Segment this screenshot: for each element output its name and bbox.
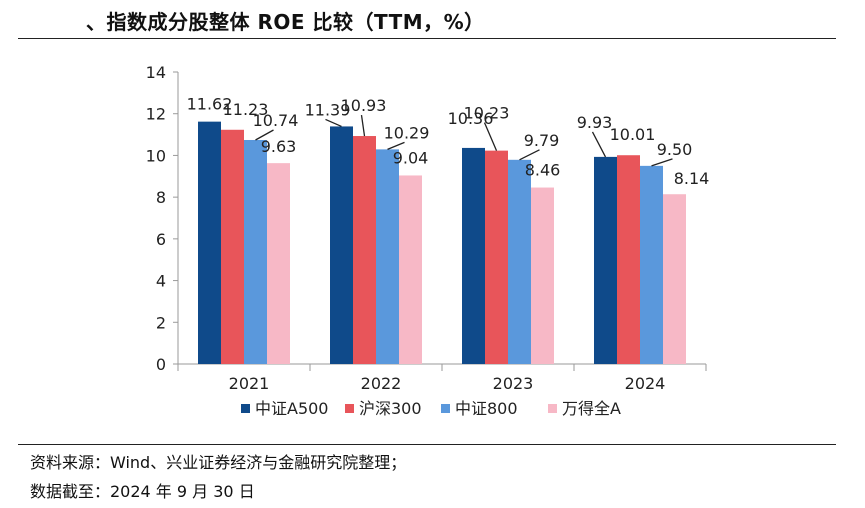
y-tick-label: 6 [156, 230, 166, 249]
data-label-leader [255, 129, 274, 141]
data-label: 9.79 [524, 131, 560, 150]
legend-swatch [241, 404, 250, 413]
bar-中证800-2021 [244, 139, 267, 364]
y-tick-label: 2 [156, 313, 166, 332]
bar-沪深300-2024 [617, 155, 640, 364]
bar-沪深300-2021 [221, 129, 244, 364]
bar-中证800-2022 [376, 149, 399, 364]
bar-沪深300-2023 [485, 150, 508, 364]
legend-label: 沪深300 [359, 399, 422, 418]
bar-万得全A-2023 [531, 187, 554, 364]
data-label-leader [519, 149, 540, 161]
data-label: 9.04 [393, 148, 429, 167]
data-label-leader [591, 131, 607, 158]
bar-沪深300-2022 [353, 136, 376, 364]
data-label: 9.50 [657, 140, 693, 159]
x-tick-label: 2024 [625, 374, 666, 393]
data-label-leader [325, 118, 342, 128]
data-label: 10.36 [448, 109, 494, 128]
data-label: 8.46 [525, 161, 561, 180]
data-label-leader [360, 114, 366, 137]
bar-中证A500-2024 [594, 156, 617, 364]
bar-中证800-2024 [640, 165, 663, 364]
data-label: 10.93 [341, 96, 387, 115]
bar-万得全A-2022 [399, 175, 422, 364]
data-label: 8.14 [674, 169, 710, 188]
y-tick-label: 0 [156, 355, 166, 374]
data-label: 10.01 [610, 125, 656, 144]
legend-label: 中证A500 [255, 399, 329, 418]
data-label: 10.74 [253, 111, 299, 130]
data-label-leader [387, 141, 405, 150]
bar-万得全A-2024 [663, 194, 686, 364]
x-tick-label: 2021 [229, 374, 270, 393]
page-title: 、指数成分股整体 ROE 比较（TTM，%） [86, 10, 485, 34]
bar-万得全A-2021 [267, 163, 290, 364]
legend-swatch [345, 404, 354, 413]
legend-label: 万得全A [562, 399, 621, 418]
bar-中证A500-2022 [330, 126, 353, 365]
y-tick-label: 10 [146, 146, 166, 165]
title-divider [18, 38, 836, 39]
y-tick-label: 12 [146, 105, 166, 124]
data-label: 11.23 [223, 100, 269, 119]
x-tick-label: 2022 [361, 374, 402, 393]
legend-label: 中证800 [455, 399, 518, 418]
data-label: 9.93 [577, 113, 613, 132]
data-label: 9.63 [261, 137, 297, 156]
data-label-leader [651, 158, 673, 167]
data-label: 11.39 [305, 100, 351, 119]
data-label: 11.62 [187, 95, 233, 114]
y-tick-label: 4 [156, 272, 166, 291]
y-tick-label: 14 [146, 63, 166, 82]
data-cutoff-note: 数据截至：2024 年 9 月 30 日 [30, 482, 255, 501]
footer-divider [18, 444, 836, 445]
bar-中证A500-2023 [462, 147, 485, 364]
data-label-leader [483, 122, 498, 151]
legend-swatch [548, 404, 557, 413]
legend-swatch [441, 404, 450, 413]
data-label: 10.23 [464, 104, 510, 123]
y-tick-label: 8 [156, 188, 166, 207]
x-tick-label: 2023 [493, 374, 534, 393]
bar-中证800-2023 [508, 159, 531, 364]
bar-中证A500-2021 [198, 121, 221, 364]
source-note: 资料来源：Wind、兴业证券经济与金融研究院整理； [30, 453, 407, 472]
data-label: 10.29 [384, 123, 430, 142]
